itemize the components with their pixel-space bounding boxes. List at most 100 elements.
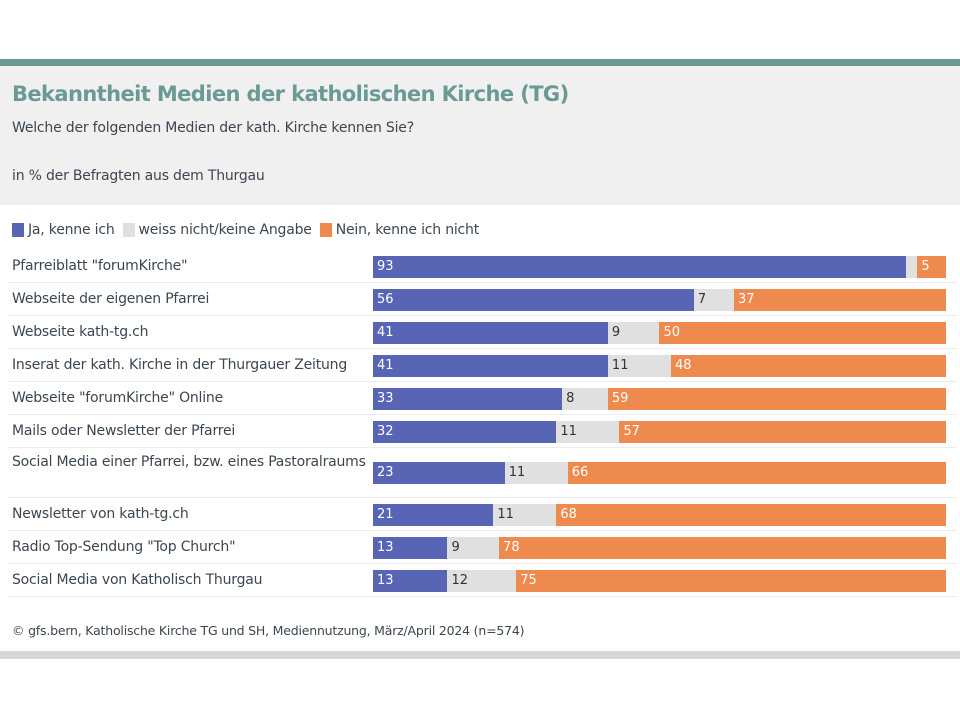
chart-header — [0, 66, 960, 205]
legend-item-no: Nein, kenne ich nicht — [319, 222, 480, 238]
category-label: Webseite "forumKirche" Online — [12, 390, 224, 406]
bar-row: Radio Top-Sendung "Top Church" 13 9 78 — [8, 531, 956, 564]
data-label: 7 — [697, 291, 707, 307]
data-label: 11 — [497, 506, 514, 522]
bottom-line — [0, 651, 960, 659]
source-note: © gfs.bern, Katholische Kirche TG und SH… — [12, 623, 525, 638]
data-label: 23 — [377, 465, 394, 480]
data-label: 56 — [377, 291, 394, 307]
bar-segment-dontknow: 11 — [556, 420, 620, 443]
top-accent-line — [0, 59, 960, 66]
bar-segment-dontknow: 7 — [693, 288, 734, 311]
data-label: 5 — [921, 258, 930, 274]
bar-segment-dontknow: 9 — [607, 321, 660, 344]
bar-row: Webseite kath-tg.ch 41 9 50 — [8, 316, 956, 349]
bar-segment-dontknow: 11 — [504, 462, 568, 484]
bar-segment-no: 50 — [659, 321, 946, 344]
data-label: 48 — [674, 357, 692, 373]
data-label: 78 — [503, 539, 520, 555]
bar-segment-no: 75 — [516, 569, 946, 592]
bar-segment-yes: 21 — [373, 503, 494, 526]
bar-segment-yes: 41 — [373, 354, 608, 377]
bar-segment-dontknow — [905, 255, 918, 278]
bar-segment-yes: 56 — [373, 288, 694, 311]
data-label: 50 — [663, 324, 681, 340]
category-label: Radio Top-Sendung "Top Church" — [12, 539, 236, 555]
bar-segment-yes: 23 — [373, 462, 505, 484]
legend-label-dontknow: weiss nicht/keine Angabe — [138, 222, 312, 238]
data-label: 33 — [377, 390, 394, 406]
stacked-bar: 23 11 66 — [373, 462, 946, 484]
data-label: 13 — [377, 572, 394, 588]
stacked-bar: 56 7 37 — [373, 288, 946, 311]
bar-row: Pfarreiblatt "forumKirche" 93 5 — [8, 250, 956, 283]
category-label: Webseite kath-tg.ch — [12, 324, 149, 340]
bar-row: Inserat der kath. Kirche in der Thurgaue… — [8, 349, 956, 382]
bar-segment-no: 48 — [670, 354, 946, 377]
legend-label-yes: Ja, kenne ich — [28, 222, 115, 238]
bar-row: Social Media von Katholisch Thurgau 13 12 7… — [8, 564, 956, 597]
legend-swatch-yes — [12, 223, 24, 237]
data-label: 37 — [737, 291, 755, 307]
legend-swatch-dontknow — [122, 223, 135, 237]
data-label: 68 — [560, 506, 577, 522]
data-label: 75 — [520, 572, 537, 588]
bar-segment-yes: 93 — [373, 255, 906, 278]
bar-row: Mails oder Newsletter der Pfarrei 32 11 57 — [8, 415, 956, 448]
data-label: 21 — [377, 506, 394, 522]
unit-note: in % der Befragten aus dem Thurgau — [12, 168, 265, 184]
bar-segment-yes: 33 — [373, 387, 563, 410]
bar-segment-no: 37 — [733, 288, 946, 311]
data-label: 41 — [377, 357, 394, 373]
bar-segment-no: 57 — [619, 420, 946, 443]
data-label: 59 — [611, 390, 629, 406]
data-label: 66 — [571, 465, 589, 480]
category-label: Pfarreiblatt "forumKirche" — [12, 258, 188, 274]
legend-swatch-no — [319, 223, 332, 237]
data-label: 32 — [377, 423, 394, 439]
stacked-bar: 41 9 50 — [373, 321, 946, 344]
data-label: 9 — [611, 324, 621, 340]
bar-rows: Pfarreiblatt "forumKirche" 93 5 Webseite de… — [0, 250, 960, 597]
category-label: Webseite der eigenen Pfarrei — [12, 291, 210, 307]
bar-segment-dontknow: 11 — [607, 354, 671, 377]
legend-label-no: Nein, kenne ich nicht — [335, 222, 480, 238]
bar-segment-no: 59 — [607, 387, 946, 410]
legend: Ja, kenne ich weiss nicht/keine Angabe N… — [12, 222, 487, 238]
data-label: 8 — [566, 390, 575, 406]
data-label: 57 — [623, 423, 640, 439]
category-label: Inserat der kath. Kirche in der Thurgaue… — [12, 357, 348, 373]
data-label: 41 — [377, 324, 394, 340]
stacked-bar: 13 9 78 — [373, 536, 946, 559]
legend-item-dontknow: weiss nicht/keine Angabe — [122, 222, 312, 238]
bar-segment-yes: 13 — [373, 569, 448, 592]
legend-item-yes: Ja, kenne ich — [12, 222, 115, 238]
category-label: Mails oder Newsletter der Pfarrei — [12, 423, 236, 439]
data-label: 11 — [508, 465, 526, 480]
bar-segment-yes: 13 — [373, 536, 448, 559]
category-label: Social Media einer Pfarrei, bzw. eines P… — [12, 454, 366, 470]
bar-segment-no: 5 — [917, 255, 946, 278]
data-label: 9 — [451, 539, 460, 555]
bar-segment-no: 66 — [567, 462, 946, 484]
bar-row: Newsletter von kath-tg.ch 21 11 68 — [8, 498, 956, 531]
stacked-bar: 93 5 — [373, 255, 946, 278]
bar-row: Social Media einer Pfarrei, bzw. eines P… — [8, 448, 956, 498]
data-label: 11 — [560, 423, 577, 439]
bar-row: Webseite "forumKirche" Online 33 8 59 — [8, 382, 956, 415]
bar-segment-yes: 41 — [373, 321, 608, 344]
data-label: 11 — [611, 357, 629, 373]
bar-segment-dontknow: 12 — [447, 569, 517, 592]
chart-subtitle: Welche der folgenden Medien der kath. Ki… — [12, 120, 414, 136]
bar-segment-dontknow: 11 — [493, 503, 557, 526]
stacked-bar: 33 8 59 — [373, 387, 946, 410]
bar-segment-no: 78 — [499, 536, 946, 559]
chart-title: Bekanntheit Medien der katholischen Kirc… — [12, 82, 569, 106]
bar-segment-dontknow: 9 — [447, 536, 500, 559]
bar-segment-no: 68 — [556, 503, 946, 526]
stacked-bar: 41 11 48 — [373, 354, 946, 377]
bar-segment-yes: 32 — [373, 420, 557, 443]
stacked-bar: 32 11 57 — [373, 420, 946, 443]
stacked-bar: 13 12 75 — [373, 569, 946, 592]
data-label: 12 — [451, 572, 469, 588]
